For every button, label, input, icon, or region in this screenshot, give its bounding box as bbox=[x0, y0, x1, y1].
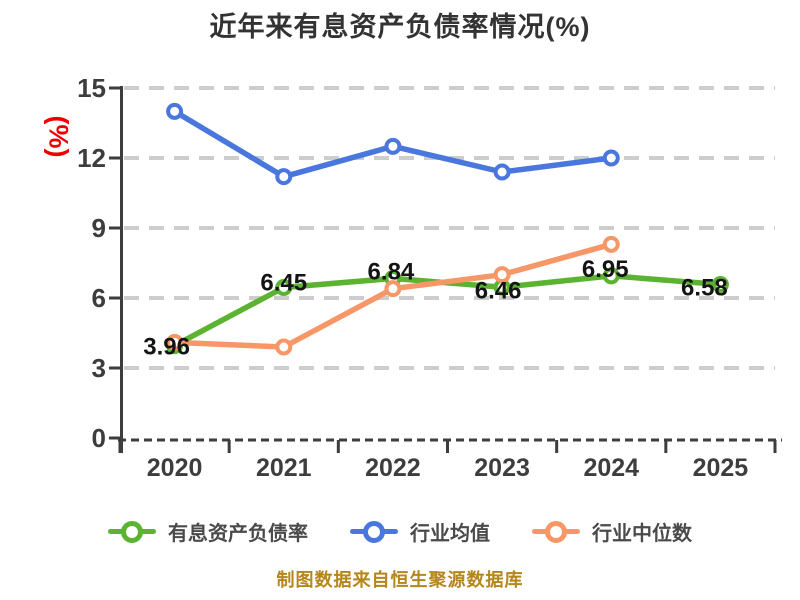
legend-item-industry-average: 行业均值 bbox=[350, 517, 490, 546]
legend-circle bbox=[545, 520, 567, 543]
x-label-2020: 2020 bbox=[147, 454, 203, 482]
marker-industry-median-2022 bbox=[384, 280, 402, 298]
marker-industry-median-2021 bbox=[275, 338, 293, 356]
marker-industry-median-2023 bbox=[493, 266, 511, 284]
point-label-2020: 3.96 bbox=[143, 334, 190, 361]
point-label-2022: 6.84 bbox=[368, 258, 415, 285]
legend-marker-icon bbox=[532, 520, 580, 543]
marker-industry-average-2024 bbox=[602, 149, 620, 167]
legend-label: 行业中位数 bbox=[592, 523, 692, 545]
x-label-2023: 2023 bbox=[474, 454, 530, 482]
chart-legend: 有息资产负债率 行业均值 行业中位数 bbox=[0, 517, 800, 546]
marker-industry-average-2022 bbox=[384, 137, 402, 155]
legend-label: 行业均值 bbox=[410, 523, 490, 545]
point-label-2025: 6.58 bbox=[681, 274, 728, 301]
x-label-2022: 2022 bbox=[365, 454, 421, 482]
marker-industry-median-2024 bbox=[602, 235, 620, 253]
y-tick-label-15: 15 bbox=[77, 73, 106, 103]
y-tick-label-0: 0 bbox=[92, 423, 106, 453]
marker-industry-median-2020 bbox=[166, 333, 184, 351]
y-tick-label-12: 12 bbox=[77, 143, 106, 173]
marker-industry-average-2021 bbox=[275, 168, 293, 186]
legend-circle bbox=[121, 520, 143, 543]
chart-title: 近年来有息资产负债率情况(%) bbox=[209, 12, 591, 42]
legend-item-interest-bearing-debt-ratio: 有息资产负债率 bbox=[108, 517, 308, 546]
marker-interest-bearing-debt-ratio-2021 bbox=[275, 279, 293, 296]
y-tick-label-6: 6 bbox=[92, 283, 106, 313]
y-tick-label-3: 3 bbox=[92, 353, 106, 383]
marker-interest-bearing-debt-ratio-2024 bbox=[602, 267, 620, 285]
data-source-note: 制图数据来自恒生聚源数据库 bbox=[276, 570, 524, 590]
marker-interest-bearing-debt-ratio-2025 bbox=[711, 275, 729, 293]
series-line-interest-bearing-debt-ratio bbox=[171, 273, 724, 349]
y-tick-label-9: 9 bbox=[92, 213, 106, 243]
x-label-2024: 2024 bbox=[583, 454, 639, 482]
point-label-2021: 6.45 bbox=[260, 270, 307, 297]
legend-marker-icon bbox=[108, 520, 156, 543]
point-label-2023: 6.46 bbox=[475, 277, 522, 304]
x-label-2021: 2021 bbox=[256, 454, 312, 482]
legend-label: 有息资产负债率 bbox=[168, 523, 308, 545]
legend-circle bbox=[363, 520, 385, 543]
point-label-2024: 6.95 bbox=[582, 256, 629, 283]
marker-industry-average-2023 bbox=[493, 163, 511, 181]
legend-marker-icon bbox=[350, 520, 398, 543]
legend-item-industry-median: 行业中位数 bbox=[532, 517, 692, 546]
x-label-2025: 2025 bbox=[693, 454, 749, 482]
marker-industry-average-2020 bbox=[166, 102, 184, 120]
